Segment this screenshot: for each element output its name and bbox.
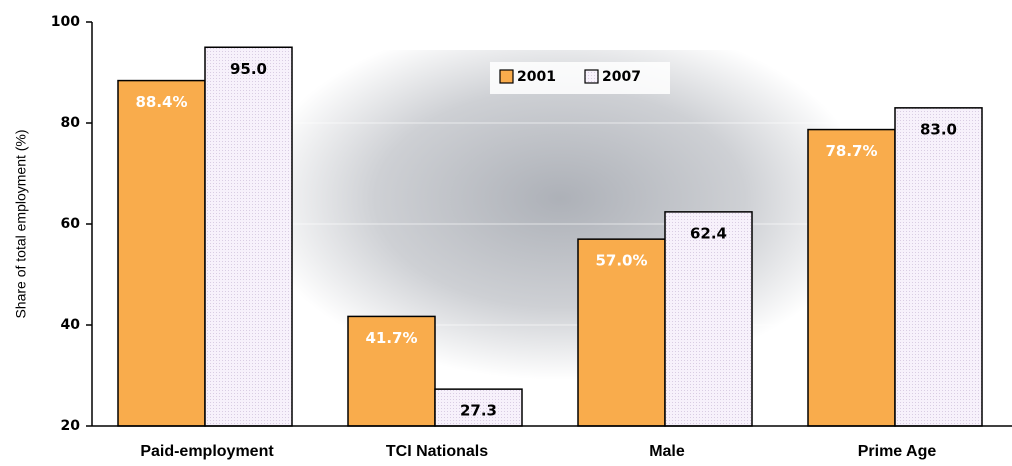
x-tick-label: TCI Nationals (386, 443, 488, 460)
legend-swatch (499, 69, 514, 84)
y-axis-label: Share of total employment (%) (13, 129, 29, 318)
value-label: 88.4% (135, 93, 187, 111)
bar (434, 388, 523, 427)
bar (894, 107, 983, 427)
bar (204, 46, 293, 427)
x-tick-label: Paid-employment (140, 443, 274, 460)
value-label: 41.7% (365, 329, 417, 347)
y-tick-label: 40 (61, 317, 81, 333)
x-tick-label: Prime Age (858, 443, 937, 460)
legend-label: 2001 (517, 69, 556, 85)
value-label: 78.7% (825, 142, 877, 160)
bar (577, 238, 666, 427)
value-label: 83.0 (920, 120, 957, 138)
bar (347, 315, 436, 427)
legend-swatch (584, 69, 599, 84)
value-label: 57.0% (595, 252, 647, 270)
bar (807, 128, 896, 427)
legend-label: 2007 (602, 69, 641, 85)
bar (117, 79, 206, 427)
bar (664, 211, 753, 427)
y-tick-label: 60 (61, 216, 81, 232)
value-label: 27.3 (460, 402, 497, 420)
value-label: 62.4 (690, 224, 727, 242)
value-label: 95.0 (230, 60, 267, 78)
y-tick-label: 80 (61, 115, 81, 131)
y-tick-label: 20 (61, 418, 81, 434)
x-tick-label: Male (649, 443, 685, 460)
y-tick-label: 100 (51, 14, 80, 30)
legend-box (490, 62, 670, 94)
